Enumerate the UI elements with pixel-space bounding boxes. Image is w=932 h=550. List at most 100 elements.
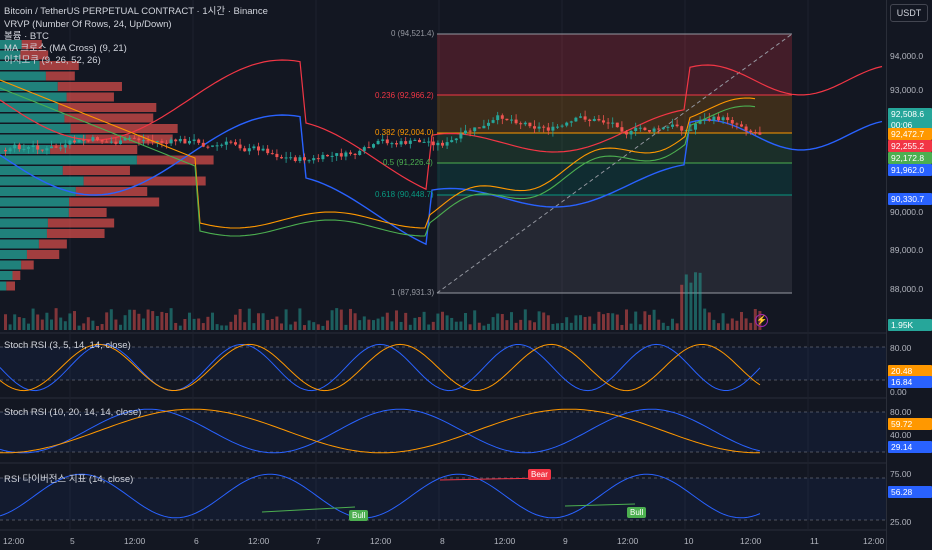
volume-bar (206, 316, 210, 330)
volume-bar (666, 325, 670, 330)
pane-tick: 25.00 (890, 517, 912, 527)
candle-body (431, 141, 435, 146)
candle-body (638, 127, 642, 129)
volume-bar (91, 320, 95, 330)
bull-divergence-line (261, 506, 356, 513)
volume-bar (372, 320, 375, 330)
volume-bar (551, 323, 555, 330)
candle-body (753, 132, 757, 134)
volume-bar (684, 274, 688, 330)
volume-bar (602, 314, 605, 330)
price-axis[interactable] (886, 0, 932, 550)
candle-body (22, 148, 26, 150)
candle-body (643, 127, 647, 131)
volume-bar (730, 318, 734, 330)
volume-profile-down (38, 239, 67, 249)
time-tick: 12:00 (370, 536, 392, 546)
volume-bar (326, 320, 329, 330)
volume-bar (155, 316, 159, 330)
pane-title-stoch-2[interactable]: Stoch RSI (10, 20, 14, 14, close) (4, 407, 142, 418)
volume-profile-up (0, 103, 59, 112)
candle-body (165, 142, 168, 144)
volume-bar (717, 323, 720, 330)
candle-body (252, 146, 256, 149)
candle-body (183, 138, 187, 144)
candle-body (215, 145, 219, 147)
candle-body (234, 142, 237, 145)
pane-title-stoch-1[interactable]: Stoch RSI (3, 5, 14, 14, close) (4, 340, 131, 351)
volume-bar (625, 309, 628, 330)
price-tick: 89,000.0 (890, 245, 924, 255)
volume-profile-up (0, 50, 21, 60)
candle-body (68, 140, 72, 145)
symbol-title[interactable]: Bitcoin / TetherUS PERPETUAL CONTRACT · … (4, 6, 268, 17)
candle-body (560, 125, 564, 127)
volume-profile-up (0, 197, 70, 207)
volume-bar (201, 323, 205, 330)
volume-bar (362, 316, 366, 330)
candle-body (468, 130, 472, 132)
candle-body (211, 145, 214, 147)
volume-profile-down (20, 50, 49, 60)
volume-bar (197, 318, 201, 330)
volume-bar (459, 321, 463, 330)
legend-ichimoku[interactable]: 이치모쿠 (9, 26, 52, 26) (4, 55, 101, 66)
volume-bar (275, 316, 279, 330)
volume-bar (657, 319, 661, 330)
volume-profile-up (0, 82, 58, 91)
candle-body (519, 123, 523, 125)
candle-body (533, 126, 536, 129)
volume-bar (385, 312, 389, 330)
legend-vrvp[interactable]: VRVP (Number Of Rows, 24, Up/Down) (4, 19, 172, 30)
pane-tick: 40.00 (890, 430, 912, 440)
volume-bar (454, 321, 458, 330)
candle-body (648, 130, 651, 132)
fib-zone (437, 163, 792, 195)
candle-body (266, 148, 270, 154)
candle-body (523, 122, 527, 125)
volume-profile-down (62, 166, 130, 175)
volume-bar (441, 311, 444, 330)
volume-bar (597, 311, 601, 330)
volume-profile-down (85, 134, 173, 144)
candle-body (91, 137, 95, 141)
time-tick: 12:00 (3, 536, 25, 546)
candle-body (220, 144, 224, 146)
volume-profile-up (0, 239, 39, 249)
candle-body (372, 144, 375, 148)
candle-body (625, 131, 628, 135)
bull-divergence-badge: Bull (349, 510, 369, 521)
candle-body (289, 157, 293, 159)
candle-body (261, 148, 265, 151)
volume-tag: 1.95K (888, 319, 932, 331)
candle-body (321, 154, 325, 160)
volume-bar (749, 322, 753, 330)
oscillator-line (0, 343, 761, 392)
volume-bar (615, 314, 619, 330)
volume-bar (339, 309, 343, 330)
volume-bar (321, 325, 325, 330)
pane-tick: 80.00 (890, 407, 912, 417)
volume-bar (312, 322, 316, 330)
volume-bar (473, 310, 477, 330)
candle-body (629, 131, 633, 135)
pane-title-rsi-div[interactable]: RSI 다이버전스 지표 (14, close) (4, 474, 134, 485)
legend-volume[interactable]: 볼륨 · BTC (4, 31, 49, 42)
candle-body (680, 126, 684, 131)
volume-bar (707, 312, 711, 330)
candle-body (349, 152, 352, 154)
volume-bar (289, 324, 293, 330)
legend-ma-cross[interactable]: MA 크로스 (MA Cross) (9, 21) (4, 43, 127, 54)
lightning-icon[interactable]: ⚡ (755, 314, 768, 327)
currency-unit-button[interactable]: USDT (890, 4, 928, 22)
candle-body (174, 139, 178, 142)
candle-body (8, 148, 12, 152)
volume-bar (146, 309, 150, 330)
candle-body (606, 122, 610, 124)
volume-bar (349, 308, 352, 330)
candle-body (500, 115, 504, 119)
candle-body (82, 139, 86, 141)
volume-bar (574, 315, 578, 330)
